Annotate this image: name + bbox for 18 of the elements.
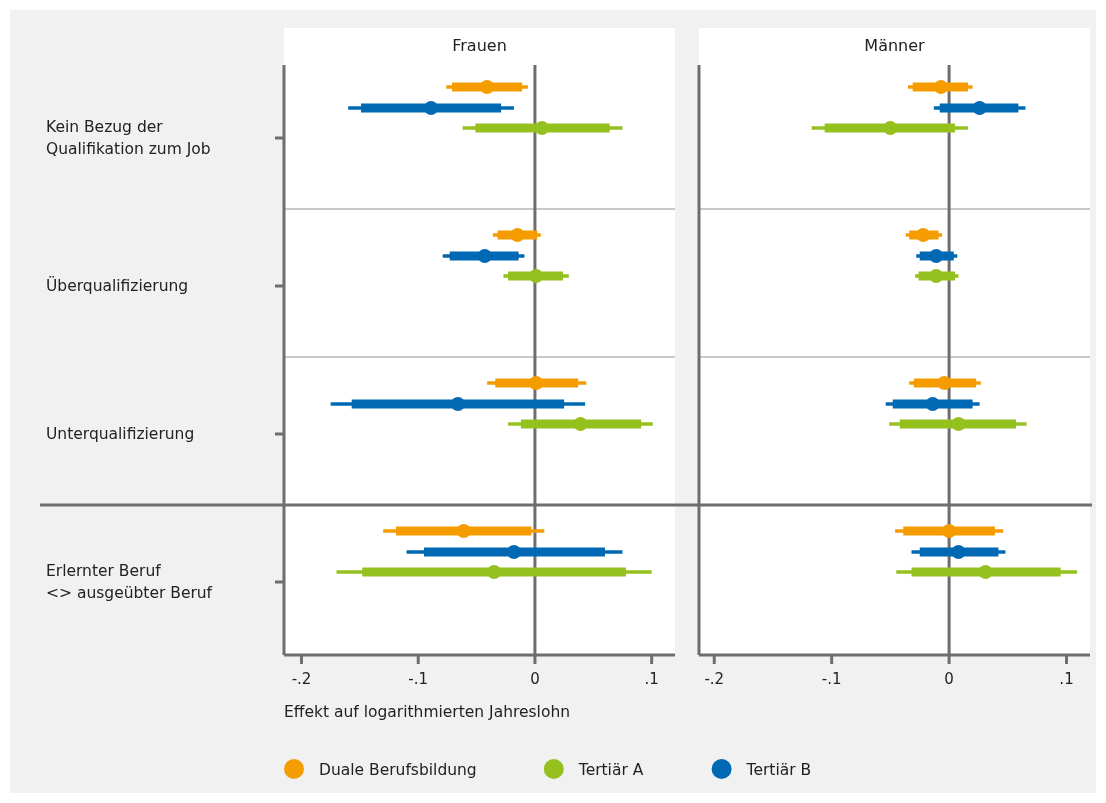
y-tick-label: Unterqualifizierung <box>46 425 195 443</box>
x-tick-label: 0 <box>944 670 954 688</box>
x-tick-label: 0 <box>530 670 540 688</box>
x-tick-label: -.2 <box>704 670 725 688</box>
legend-label: Tertiär B <box>745 761 812 779</box>
chart-title: Frauen <box>452 36 507 55</box>
x-tick-label: .1 <box>1059 670 1074 688</box>
y-tick-label: Überqualifizierung <box>46 276 189 295</box>
y-tick-label: Erlernter Beruf <> ausgeübter Beruf <box>46 562 213 602</box>
x-tick-label: -.1 <box>821 670 842 688</box>
x-tick-label: -.1 <box>408 670 429 688</box>
legend-label: Duale Berufsbildung <box>319 761 477 779</box>
y-tick-label: Kein Bezug der Qualifikation zum Job <box>46 118 211 158</box>
chart-title: Männer <box>864 36 926 55</box>
legend-label: Tertiär A <box>577 761 644 779</box>
x-tick-label: -.2 <box>291 670 312 688</box>
x-axis-title: Effekt auf logarithmierten Jahreslohn <box>284 703 571 721</box>
x-tick-label: .1 <box>644 670 659 688</box>
